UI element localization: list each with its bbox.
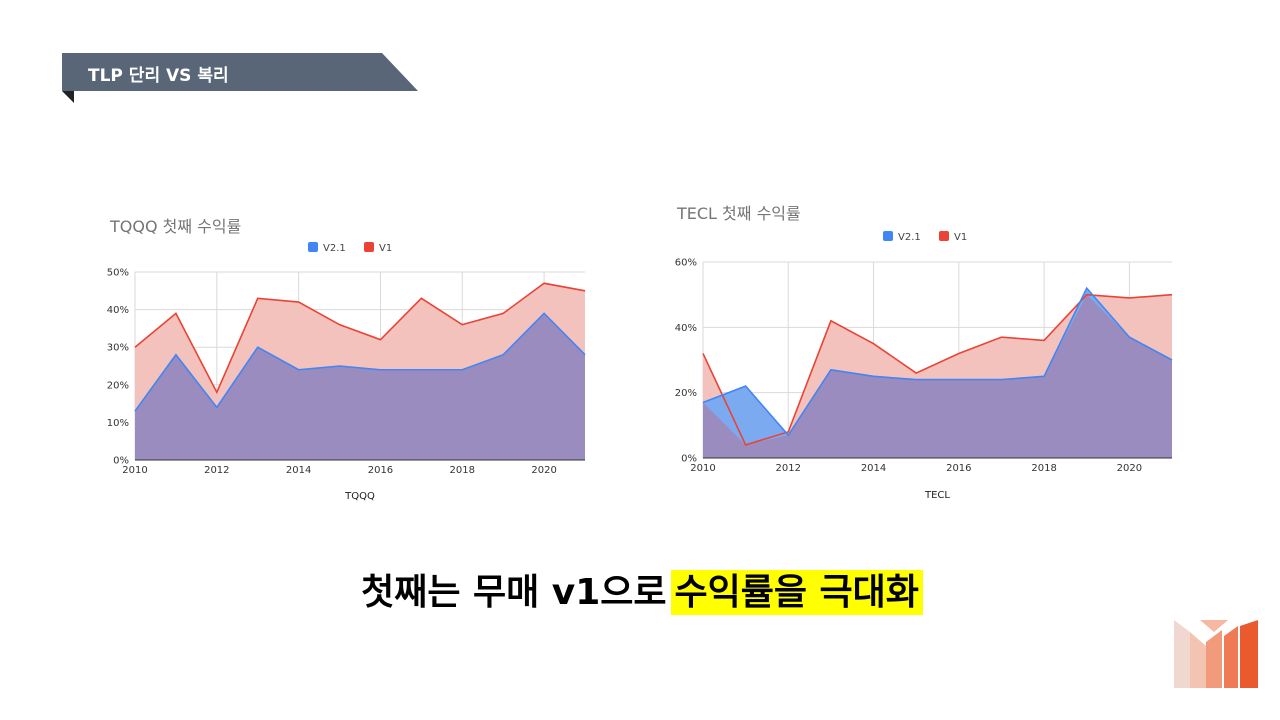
- y-tick-label: 60%: [675, 258, 697, 269]
- x-tick-label: 2020: [531, 465, 556, 476]
- y-tick-label: 50%: [107, 268, 129, 279]
- header-banner: TLP 단리 VS 복리: [62, 53, 418, 103]
- x-tick-label: 2012: [776, 463, 801, 474]
- y-tick-label: 0%: [113, 456, 129, 467]
- banner-shape: [62, 53, 418, 103]
- y-tick-label: 20%: [107, 380, 129, 391]
- chart-tqqq: TQQQ 첫째 수익률 V2.1 V1 0% 10% 20% 30% 40% 50% 2010 20…: [107, 217, 586, 502]
- logo-icon: [1174, 620, 1258, 688]
- x-tick-label: 2014: [286, 465, 311, 476]
- y-tick-label: 10%: [107, 418, 129, 429]
- y-tick-label: 20%: [675, 388, 697, 399]
- subtitle-plain: 첫째는 무매 v1으로: [361, 572, 667, 613]
- legend-label-v1: V1: [954, 232, 967, 243]
- x-tick-label: 2018: [450, 465, 475, 476]
- x-tick-label: 2020: [1117, 463, 1142, 474]
- legend-swatch-v1: [364, 242, 374, 252]
- legend-label-v21: V2.1: [898, 232, 921, 243]
- x-tick-label: 2014: [861, 463, 886, 474]
- x-tick-label: 2016: [946, 463, 971, 474]
- subtitle: 첫째는 무매 v1으로 수익률을 극대화: [0, 563, 1280, 615]
- x-tick-label: 2018: [1031, 463, 1056, 474]
- chart-title: TQQQ 첫째 수익률: [109, 217, 241, 236]
- x-axis-label: TECL: [924, 490, 950, 501]
- series-line-v1: [134, 282, 586, 395]
- x-tick-label: 2010: [122, 465, 147, 476]
- legend-swatch-v1: [939, 231, 949, 241]
- subtitle-highlight: 수익률을 극대화: [670, 570, 923, 615]
- x-axis-label: TQQQ: [344, 491, 375, 502]
- x-tick-label: 2010: [690, 463, 715, 474]
- area-overlap: [703, 294, 1172, 458]
- legend-swatch-v21: [883, 231, 893, 241]
- y-tick-label: 40%: [675, 323, 697, 334]
- x-tick-label: 2016: [368, 465, 393, 476]
- area-overlap: [135, 313, 585, 460]
- y-tick-label: 30%: [107, 343, 129, 354]
- series-line-v21: [134, 312, 586, 412]
- y-tick-label: 40%: [107, 305, 129, 316]
- y-tick-label: 0%: [681, 454, 697, 465]
- page-title: TLP 단리 VS 복리: [88, 66, 229, 86]
- chart-title: TECL 첫째 수익률: [676, 204, 801, 223]
- series-line-v21: [702, 286, 1173, 437]
- legend-swatch-v21: [308, 242, 318, 252]
- legend-label-v1: V1: [379, 243, 392, 254]
- x-tick-label: 2012: [204, 465, 229, 476]
- legend-label-v21: V2.1: [323, 243, 346, 254]
- chart-tecl: TECL 첫째 수익률 V2.1 V1 0% 20% 40% 60% 2010 2012 2014…: [675, 204, 1173, 501]
